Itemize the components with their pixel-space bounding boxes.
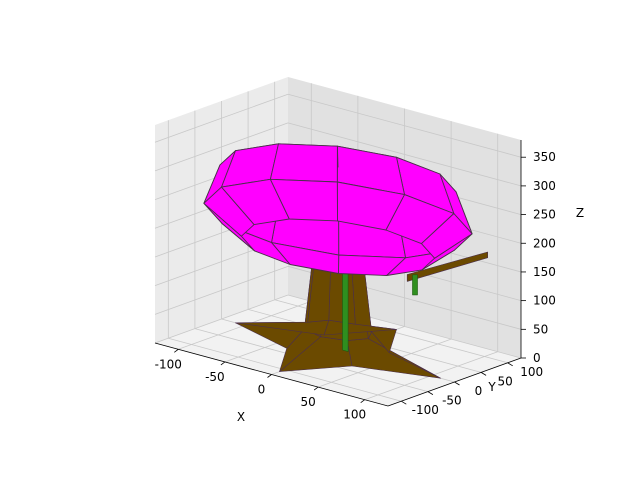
y-tick-label: 100 (520, 365, 543, 379)
x-tick-label: 100 (343, 408, 366, 422)
x-tick-mark (267, 374, 272, 378)
z-tick-label: 200 (533, 236, 556, 250)
y-tick-mark (427, 391, 434, 395)
y-tick-mark (454, 381, 460, 386)
x-axis-label: X (237, 410, 245, 424)
x-tick-label: 50 (300, 395, 315, 409)
z-tick-label: 0 (533, 351, 541, 365)
z-tick-label: 150 (533, 265, 556, 279)
y-tick-label: 50 (497, 374, 512, 388)
canopy-face (269, 143, 338, 183)
x-tick-mark (360, 399, 365, 404)
x-tick-label: 0 (258, 383, 266, 397)
y-tick-label: -100 (412, 403, 439, 417)
stem-face (342, 263, 349, 352)
y-tick-label: 0 (475, 384, 483, 398)
x-tick-mark (313, 386, 319, 391)
y-tick-mark (401, 400, 407, 405)
grid-z-left (154, 265, 289, 315)
grid-z-left (154, 93, 289, 143)
branch-face (406, 251, 489, 282)
grid-z-left (154, 294, 289, 344)
grid-z-back (287, 93, 522, 158)
grid-z-left (154, 122, 289, 172)
z-tick-label: 250 (533, 208, 556, 222)
y-axis-label: Y (487, 380, 496, 394)
y-tick-mark (507, 362, 513, 367)
z-tick-label: 300 (533, 179, 556, 193)
z-tick-label: 350 (533, 150, 556, 164)
branch-stem (412, 274, 418, 296)
x-tick-label: -100 (155, 357, 182, 371)
z-axis-label: Z (576, 206, 584, 220)
y-tick-label: -50 (442, 394, 462, 408)
x-tick-mark (220, 361, 226, 366)
x-tick-label: -50 (205, 370, 225, 384)
z-tick-label: 100 (533, 294, 556, 308)
y-tick-mark (480, 372, 487, 376)
z-tick-label: 50 (533, 322, 548, 336)
grid-z-back (287, 122, 522, 187)
canopy-face (269, 178, 338, 222)
x-tick-mark (174, 348, 179, 353)
tree-model (203, 143, 489, 379)
